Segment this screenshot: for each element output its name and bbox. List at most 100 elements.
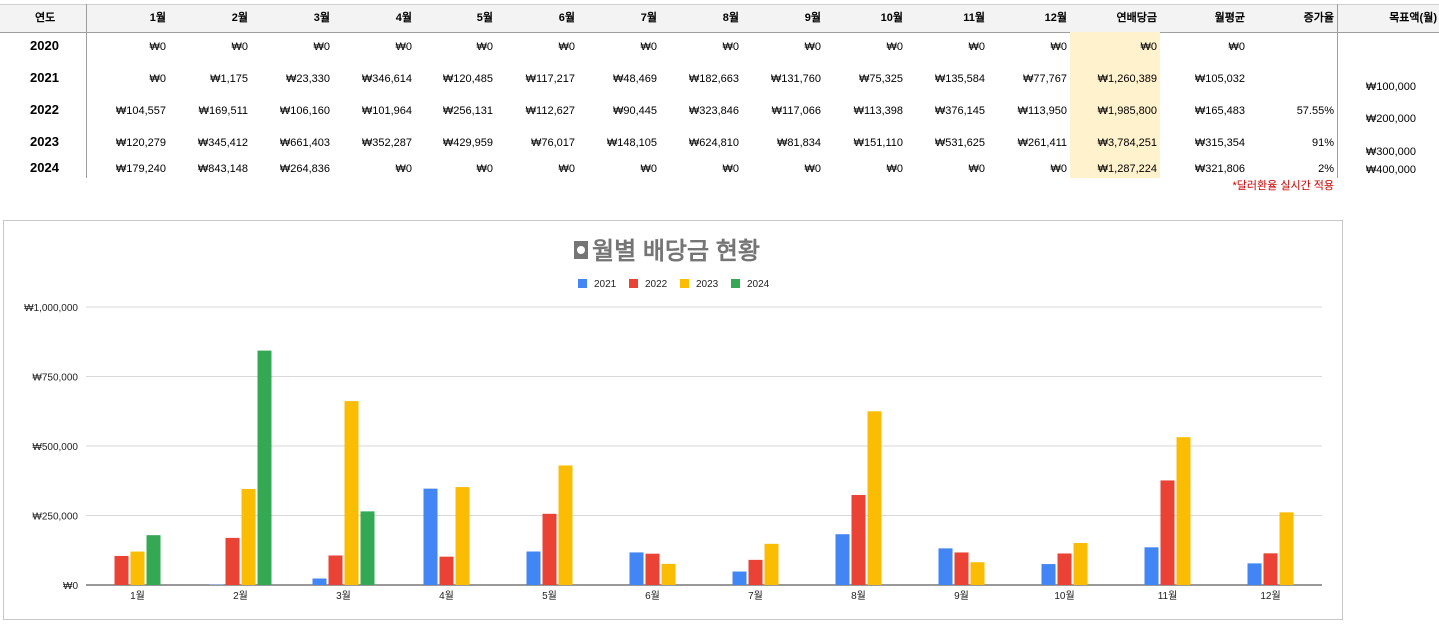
month-value[interactable]: ₩0	[149, 41, 167, 53]
month-value[interactable]: ₩0	[313, 41, 331, 53]
month-value[interactable]: ₩0	[476, 41, 494, 53]
month-value[interactable]: ₩0	[558, 41, 576, 53]
bar-2022-8[interactable]	[851, 494, 866, 585]
month-value[interactable]: ₩0	[722, 41, 740, 53]
bar-2024-2[interactable]	[257, 350, 272, 585]
bar-2021-5[interactable]	[526, 551, 541, 585]
legend-label-2022[interactable]: 2022	[645, 279, 668, 290]
month-value[interactable]: ₩346,614	[361, 73, 412, 85]
month-value[interactable]: ₩48,469	[612, 73, 657, 85]
legend-label-2021[interactable]: 2021	[594, 279, 617, 290]
header-month[interactable]: 2월	[231, 12, 248, 24]
row-year[interactable]: 2023	[30, 134, 59, 149]
legend-swatch-2022[interactable]	[629, 279, 638, 288]
header-monthly-avg[interactable]: 월평균	[1214, 12, 1245, 24]
month-value[interactable]: ₩0	[886, 163, 904, 175]
month-value[interactable]: ₩1,175	[210, 73, 248, 85]
bar-2023-10[interactable]	[1073, 542, 1088, 585]
month-value[interactable]: ₩90,445	[612, 105, 657, 117]
growth-value[interactable]: 2%	[1318, 163, 1334, 175]
month-value[interactable]: ₩0	[722, 163, 740, 175]
row-year[interactable]: 2021	[30, 70, 59, 85]
annual-value[interactable]: ₩1,260,389	[1097, 73, 1157, 85]
monthly-avg-value[interactable]: ₩315,354	[1194, 137, 1245, 149]
month-value[interactable]: ₩182,663	[688, 73, 739, 85]
bar-2021-10[interactable]	[1041, 564, 1056, 585]
row-year[interactable]: 2022	[30, 102, 59, 117]
legend-label-2024[interactable]: 2024	[747, 279, 770, 290]
month-value[interactable]: ₩323,846	[688, 105, 739, 117]
month-value[interactable]: ₩169,511	[198, 105, 248, 117]
target-value[interactable]: ₩200,000	[1365, 113, 1416, 125]
monthly-avg-value[interactable]: ₩0	[1228, 41, 1246, 53]
header-year[interactable]: 연도	[35, 12, 56, 24]
bar-2023-8[interactable]	[867, 411, 882, 585]
bar-2022-6[interactable]	[645, 553, 660, 585]
header-month[interactable]: 9월	[804, 12, 821, 24]
month-value[interactable]: ₩0	[231, 41, 249, 53]
monthly-avg-value[interactable]: ₩105,032	[1194, 73, 1245, 85]
month-value[interactable]: ₩0	[804, 163, 822, 175]
month-value[interactable]: ₩179,240	[115, 163, 166, 175]
growth-value[interactable]: 91%	[1311, 137, 1334, 149]
legend-swatch-2024[interactable]	[731, 279, 740, 288]
bar-2023-9[interactable]	[970, 562, 985, 585]
month-value[interactable]: ₩0	[886, 41, 904, 53]
month-value[interactable]: ₩0	[968, 41, 986, 53]
bar-2022-10[interactable]	[1057, 553, 1072, 585]
row-year[interactable]: 2020	[30, 38, 59, 53]
month-value[interactable]: ₩429,959	[442, 137, 493, 149]
bar-2022-12[interactable]	[1263, 553, 1278, 585]
header-month[interactable]: 3월	[313, 12, 330, 24]
month-value[interactable]: ₩264,836	[279, 163, 330, 175]
bar-2023-1[interactable]	[130, 551, 145, 585]
bar-2023-11[interactable]	[1176, 437, 1191, 585]
month-value[interactable]: ₩81,834	[776, 137, 821, 149]
month-value[interactable]: ₩23,330	[285, 73, 330, 85]
bar-2022-3[interactable]	[328, 555, 343, 585]
bar-2021-4[interactable]	[423, 488, 438, 585]
bar-2023-3[interactable]	[344, 401, 359, 585]
month-value[interactable]: ₩76,017	[530, 137, 575, 149]
annual-value[interactable]: ₩1,985,800	[1097, 105, 1157, 117]
month-value[interactable]: ₩113,950	[1017, 105, 1067, 117]
month-value[interactable]: ₩0	[640, 41, 658, 53]
target-value[interactable]: ₩300,000	[1365, 146, 1416, 158]
target-value[interactable]: ₩400,000	[1365, 164, 1416, 176]
month-value[interactable]: ₩101,964	[361, 105, 412, 117]
annual-value[interactable]: ₩1,287,224	[1097, 163, 1157, 175]
month-value[interactable]: ₩0	[558, 163, 576, 175]
growth-value[interactable]: 57.55%	[1296, 105, 1334, 117]
month-value[interactable]: ₩75,325	[858, 73, 903, 85]
legend-label-2023[interactable]: 2023	[696, 279, 719, 290]
legend-swatch-2021[interactable]	[578, 279, 587, 288]
bar-2023-4[interactable]	[455, 487, 470, 585]
bar-2021-3[interactable]	[312, 578, 327, 585]
header-growth[interactable]: 증가율	[1303, 12, 1334, 24]
month-value[interactable]: ₩531,625	[934, 137, 985, 149]
bar-2021-11[interactable]	[1144, 547, 1159, 585]
month-value[interactable]: ₩106,160	[279, 105, 330, 117]
header-month[interactable]: 5월	[476, 12, 493, 24]
month-value[interactable]: ₩135,584	[934, 73, 985, 85]
bar-2021-12[interactable]	[1247, 563, 1262, 585]
monthly-dividend-chart[interactable]: 월별 배당금 현황 2021 2022 2023 2024 ₩0 ₩250,000 ₩500,…	[3, 220, 1343, 620]
bar-2024-3[interactable]	[360, 511, 375, 585]
month-value[interactable]: ₩624,810	[688, 137, 739, 149]
month-value[interactable]: ₩0	[395, 41, 413, 53]
bar-2022-7[interactable]	[748, 559, 763, 585]
month-value[interactable]: ₩345,412	[197, 137, 248, 149]
annual-value[interactable]: ₩3,784,251	[1097, 137, 1157, 149]
month-value[interactable]: ₩0	[395, 163, 413, 175]
annual-value[interactable]: ₩0	[1140, 41, 1158, 53]
header-month[interactable]: 10월	[880, 12, 903, 24]
month-value[interactable]: ₩352,287	[361, 137, 412, 149]
month-value[interactable]: ₩0	[149, 73, 167, 85]
bar-2023-5[interactable]	[558, 465, 573, 585]
bar-2022-2[interactable]	[225, 537, 240, 585]
header-month[interactable]: 12월	[1044, 12, 1067, 24]
header-target[interactable]: 목표액(월)	[1389, 12, 1437, 24]
bar-2021-8[interactable]	[835, 534, 850, 585]
month-value[interactable]: ₩0	[640, 163, 658, 175]
month-value[interactable]: ₩256,131	[442, 105, 493, 117]
